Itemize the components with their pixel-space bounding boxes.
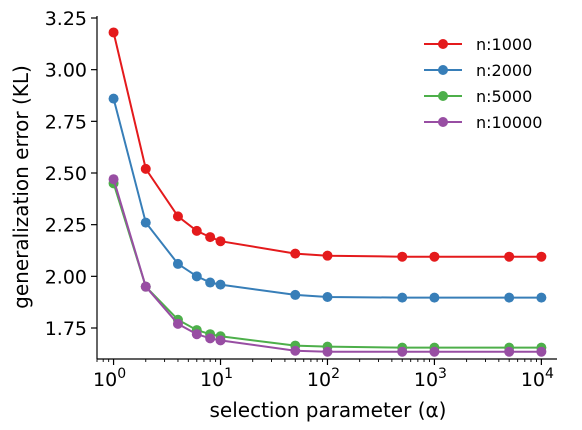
data-point [172,318,183,329]
data-point [108,174,119,185]
x-tick-label: 104 [521,366,554,391]
data-point [108,93,119,104]
data-point [172,258,183,269]
x-tick-label: 102 [307,366,340,391]
y-tick-label: 2.75 [45,111,87,133]
data-point [504,251,515,262]
legend-label: n:1000 [476,35,532,54]
series-line [112,32,542,258]
data-point [397,251,408,262]
data-point [429,292,440,303]
legend-swatch-marker [438,91,448,101]
series-group [108,27,547,357]
y-tick-label: 1.75 [45,318,87,340]
x-tick-label: 103 [414,366,447,391]
series-n:10000 [108,174,547,357]
legend-label: n:10000 [476,113,542,132]
data-point [191,329,202,340]
x-axis-label: selection parameter (α) [210,398,447,422]
data-point [140,281,151,292]
x-tick-label: 100 [93,366,126,391]
data-point [429,251,440,262]
data-point [290,248,301,259]
data-point [215,335,226,346]
data-point [290,289,301,300]
legend-item: n:1000 [424,35,532,54]
y-tick-label: 2.00 [45,266,87,288]
y-axis-label: generalization error (KL) [9,65,33,309]
series-n:1000 [108,27,547,262]
x-tick-label: 101 [200,366,233,391]
data-point [429,346,440,357]
y-tick-label: 2.50 [45,163,87,185]
data-point [140,217,151,228]
legend-label: n:5000 [476,87,532,106]
data-point [205,277,216,288]
data-point [536,292,547,303]
data-point [504,346,515,357]
data-point [322,292,333,302]
data-point [140,163,151,174]
y-tick-label: 2.25 [45,215,87,237]
data-point [215,236,226,247]
data-point [108,27,119,38]
data-point [504,292,515,303]
data-point [397,346,408,357]
data-point [290,345,301,356]
legend: n:1000 n:2000 n:5000 n:10000 [424,35,542,132]
legend-swatch-marker [438,65,448,75]
data-point [205,232,216,243]
data-point [215,279,226,290]
y-tick-label: 3.00 [45,60,87,82]
data-point [322,346,333,357]
data-point [536,346,547,357]
legend-item: n:10000 [424,113,542,132]
y-tick-label: 3.25 [45,8,87,30]
legend-item: n:2000 [424,61,532,80]
series-line [112,98,542,299]
series-line [112,183,542,349]
data-point [536,251,547,262]
data-point [191,225,202,236]
series-n:2000 [108,93,547,303]
legend-label: n:2000 [476,61,532,80]
legend-swatch-marker [438,39,448,49]
data-point [191,271,202,282]
data-point [172,211,183,222]
data-point [205,333,216,344]
data-point [397,292,408,303]
legend-swatch-marker [438,117,448,127]
legend-item: n:5000 [424,87,532,106]
data-point [322,250,333,261]
axes: 1.75 2.00 2.25 2.50 2.75 3.00 3.25 100 101 102 103… [45,8,557,391]
series-line [112,178,542,353]
